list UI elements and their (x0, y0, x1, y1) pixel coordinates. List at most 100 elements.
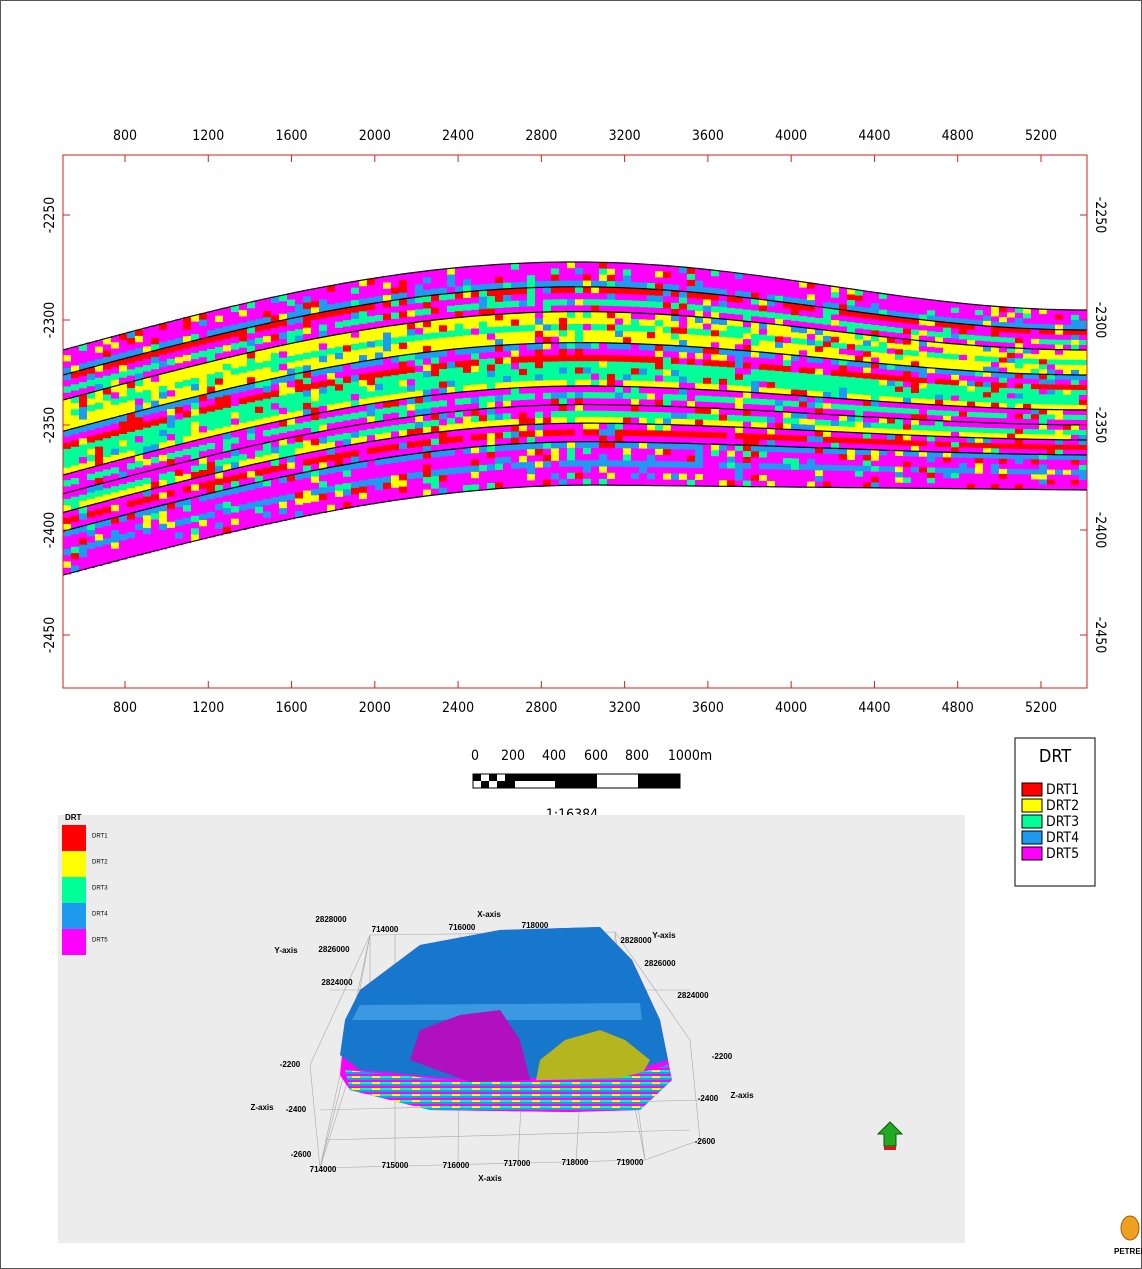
layer-cell (391, 463, 399, 470)
layer-cell (247, 340, 255, 347)
layer-cell (431, 457, 439, 464)
layer-cell (455, 399, 463, 406)
layer-cell (231, 513, 239, 520)
layer-cell (463, 354, 471, 361)
layer-cell (999, 358, 1007, 364)
layer-cell (1063, 395, 1071, 400)
layer-cell (511, 301, 519, 308)
layer-cell (855, 438, 863, 444)
layer-cell (1079, 465, 1087, 470)
layer-cell (535, 474, 543, 481)
layer-cell (103, 432, 111, 439)
layer-cell (439, 475, 447, 482)
layer-cell (759, 300, 767, 306)
layer-cell (439, 294, 447, 301)
layer-cell (383, 483, 391, 490)
layer-cell (879, 375, 887, 381)
layer-cell (959, 314, 967, 320)
layer-cell (767, 452, 775, 458)
layer-cell (983, 464, 991, 470)
layer-cell (471, 322, 479, 329)
x-tick-label: 715000 (382, 1161, 409, 1170)
layer-cell (471, 478, 479, 485)
layer-cell (759, 446, 767, 452)
layer-cell (1047, 329, 1055, 334)
x-tick-label: 4800 (942, 128, 974, 144)
layer-cell (279, 483, 287, 490)
layer-cell (815, 329, 823, 335)
layer-cell (623, 473, 631, 480)
layer-cell (983, 352, 991, 358)
layer-cell (631, 350, 639, 357)
layer-cell (591, 411, 599, 418)
layer-cell (631, 319, 639, 326)
layer-cell (791, 476, 799, 482)
layer-cell (599, 374, 607, 381)
y-tick-label: -2400 (1092, 512, 1108, 549)
layer-cell (1071, 470, 1079, 475)
layer-cell (799, 333, 807, 339)
layer-cell (1023, 464, 1031, 469)
layer-cell (1023, 479, 1031, 484)
layer-cell (1007, 358, 1015, 363)
layer-cell (823, 381, 831, 387)
layer-cell (487, 321, 495, 328)
layer-cell (583, 349, 591, 356)
layer-cell (367, 385, 375, 392)
layer-cell (319, 318, 327, 325)
layer-cell (831, 421, 839, 427)
layer-cell (927, 410, 935, 416)
layer-cell (943, 468, 951, 474)
layer-cell (671, 352, 679, 359)
layer-cell (543, 449, 551, 456)
layer-cell (199, 526, 207, 533)
layer-cell (959, 391, 967, 397)
layer-cell (663, 315, 671, 322)
layer-cell (503, 357, 511, 364)
layer-cell (623, 276, 631, 283)
layer-cell (143, 340, 151, 347)
layer-cell (111, 405, 119, 412)
layer-cell (391, 363, 399, 370)
layer-cell (359, 380, 367, 387)
layer-cell (215, 460, 223, 467)
layer-cell (543, 411, 551, 418)
layer-cell (559, 386, 567, 393)
layer-cell (655, 467, 663, 474)
layer-cell (735, 433, 743, 439)
layer-cell (783, 418, 791, 424)
layer-cell (679, 322, 687, 329)
legend-label: DRT5 (1046, 846, 1079, 862)
layer-cell (855, 405, 863, 411)
layer-cell (943, 463, 951, 469)
layer-cell (1039, 309, 1047, 314)
layer-cell (895, 322, 903, 328)
layer-cell (719, 415, 727, 421)
layer-cell (623, 350, 631, 357)
layer-cell (775, 354, 783, 360)
layer-cell (727, 326, 735, 332)
layer-cell (239, 316, 247, 323)
layer-cell (655, 277, 663, 284)
layer-cell (231, 500, 239, 507)
layer-cell (183, 324, 191, 331)
layer-cell (927, 436, 935, 442)
layer-cell (607, 442, 615, 449)
layer-cell (559, 287, 567, 294)
layer-cell (575, 367, 583, 374)
layer-cell (815, 453, 823, 459)
layer-cell (391, 381, 399, 388)
layer-cell (663, 474, 671, 481)
layer-cell (135, 536, 143, 543)
layer-cell (367, 379, 375, 386)
layer-cell (367, 467, 375, 474)
layer-cell (735, 279, 743, 285)
layer-cell (479, 434, 487, 441)
layer-cell (719, 474, 727, 480)
layer-cell (559, 380, 567, 387)
layer-cell (999, 337, 1007, 343)
layer-cell (711, 276, 719, 282)
layer-cell (159, 361, 167, 368)
layer-cell (903, 419, 911, 425)
layer-cell (79, 376, 87, 383)
